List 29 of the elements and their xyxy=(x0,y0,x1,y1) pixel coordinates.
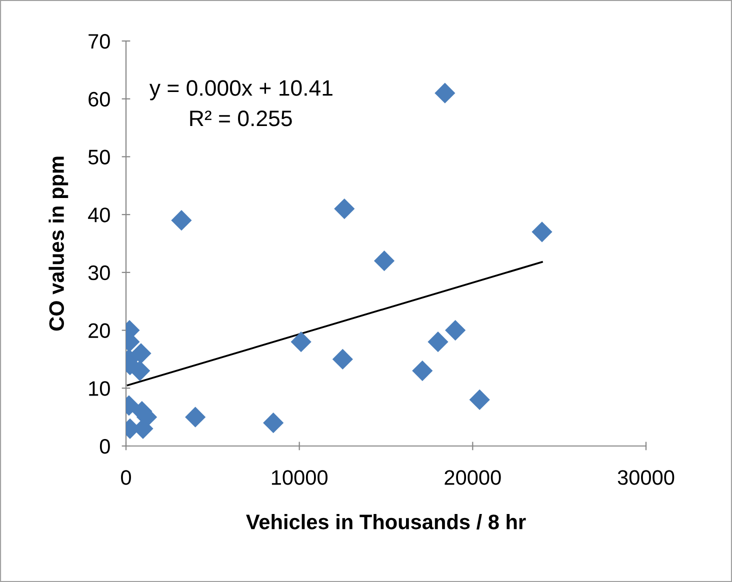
point xyxy=(185,406,206,428)
point xyxy=(334,198,355,220)
point xyxy=(445,320,466,341)
point xyxy=(171,210,192,231)
point xyxy=(332,348,353,370)
y-tick-label: 30 xyxy=(88,265,110,280)
point xyxy=(469,389,490,410)
x-tick-label: 20000 xyxy=(444,470,501,485)
y-tick-label: 50 xyxy=(88,150,110,164)
point xyxy=(290,332,312,352)
point xyxy=(532,222,552,242)
y-tick-label: 60 xyxy=(88,92,110,107)
y-tick-label: 10 xyxy=(89,381,110,396)
x-tick-label: 30000 xyxy=(618,470,674,485)
y-tick-label: 70 xyxy=(88,34,110,49)
y-tick-label: 0 xyxy=(100,439,110,454)
point xyxy=(412,360,433,382)
point xyxy=(263,412,284,434)
annotation: y = 0.000x + 10.41 xyxy=(149,80,332,100)
annotation: R² = 0.255 xyxy=(190,110,292,126)
y-axis-title: CO values in ppm xyxy=(48,156,68,331)
y-tick-label: 20 xyxy=(88,323,110,338)
x-axis-title: Vehicles in Thousands / 8 hr xyxy=(246,514,526,530)
point xyxy=(434,82,456,104)
x-tick-label: 0 xyxy=(121,470,131,485)
y-tick-label: 40 xyxy=(88,208,110,222)
x-tick-label: 10000 xyxy=(272,470,328,485)
point xyxy=(374,250,395,272)
point xyxy=(428,332,448,352)
